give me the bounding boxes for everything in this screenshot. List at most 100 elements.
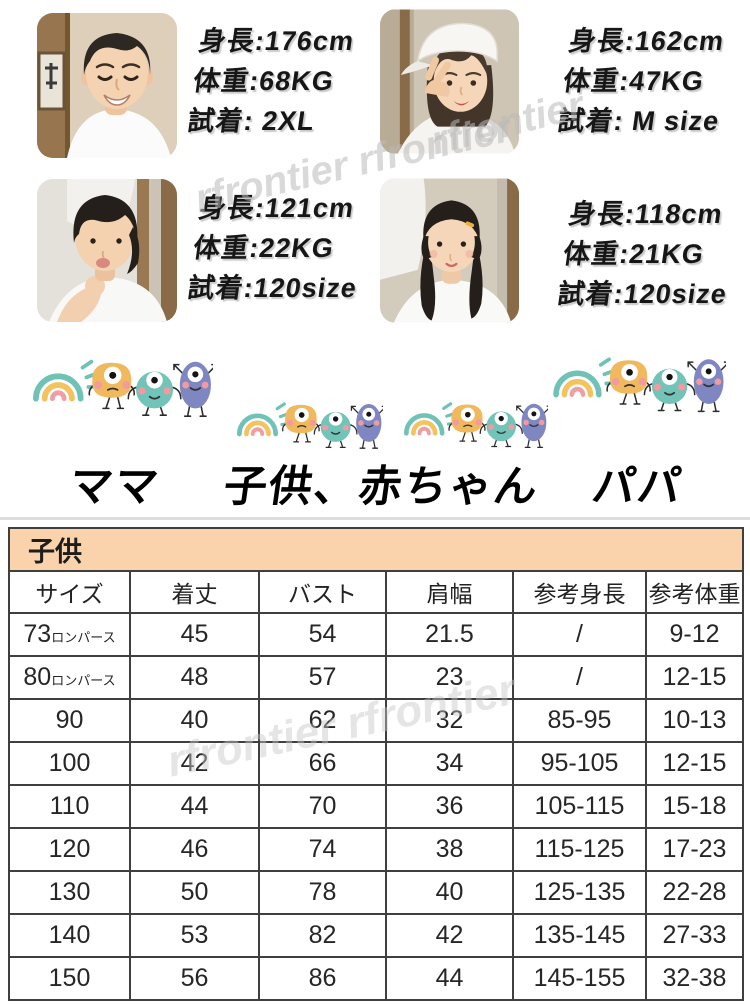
- value-cell: 42: [129, 741, 260, 786]
- man-height: 身長:176cm: [196, 26, 357, 56]
- woman-measurements: 身長:162cm 体重:47KG 試着: M size: [555, 24, 733, 144]
- boy-model-photo: [37, 179, 177, 322]
- kids-size-table: 子供 サイズ 着丈 バスト 肩幅 参考身長 参考体重 73ロンパース 45 54…: [8, 527, 744, 1001]
- value-cell: 135-145: [512, 913, 647, 958]
- value-cell: 27-33: [645, 913, 744, 958]
- header-shoulder: 肩幅: [385, 570, 514, 614]
- group-label-kids-baby: 子供、赤ちゃん: [220, 463, 543, 511]
- table-row: 130 50 78 40 125-135 22-28: [8, 870, 744, 915]
- value-cell: 74: [258, 827, 387, 872]
- girl-weight: 体重:21KG: [561, 239, 707, 269]
- value-cell: 50: [129, 870, 260, 915]
- boy-photo-illustration: [37, 179, 177, 322]
- monsters-rainbow-illustration: [28, 352, 213, 422]
- size-cell-suffix: ロンパース: [51, 673, 116, 688]
- value-cell: 85-95: [512, 698, 647, 743]
- group-label-mama: ママ: [66, 463, 163, 511]
- size-cell-main: 120: [48, 835, 91, 863]
- value-cell: 48: [129, 655, 260, 700]
- table-header-row: サイズ 着丈 バスト 肩幅 参考身長 参考体重: [8, 570, 744, 614]
- value-cell: 115-125: [512, 827, 647, 872]
- size-table: 子供 サイズ 着丈 バスト 肩幅 参考身長 参考体重 73ロンパース 45 54…: [8, 527, 744, 1001]
- value-cell: 17-23: [645, 827, 744, 872]
- table-row: 73ロンパース 45 54 21.5 / 9-12: [8, 612, 744, 657]
- header-bust: バスト: [258, 570, 387, 614]
- value-cell: 66: [258, 741, 387, 786]
- size-cell-main: 110: [49, 792, 90, 820]
- divider-line: [0, 517, 750, 520]
- value-cell: 10-13: [645, 698, 744, 743]
- table-title: 子供: [8, 527, 744, 572]
- woman-photo-illustration: [380, 9, 519, 154]
- girl-measurements: 身長:118cm 体重:21KG 試着:120size: [555, 197, 741, 317]
- man-measurements: 身長:176cm 体重:68KG 試着: 2XL: [185, 24, 357, 144]
- monsters-rainbow-illustration: [400, 396, 548, 452]
- value-cell: 34: [385, 741, 514, 786]
- size-cell: 130: [8, 870, 131, 915]
- man-photo-illustration: [37, 13, 177, 158]
- monsters-rainbow-illustration: [233, 396, 383, 453]
- woman-weight: 体重:47KG: [561, 66, 707, 96]
- value-cell: 12-15: [645, 655, 744, 700]
- value-cell: 86: [258, 956, 387, 1001]
- value-cell: 82: [258, 913, 387, 958]
- value-cell: 44: [129, 784, 260, 829]
- value-cell: 44: [385, 956, 514, 1001]
- size-cell: 110: [8, 784, 131, 829]
- value-cell: 21.5: [385, 612, 514, 657]
- boy-weight: 体重:22KG: [191, 233, 337, 263]
- size-cell-main: 80: [23, 663, 52, 691]
- value-cell: 62: [258, 698, 387, 743]
- value-cell: 42: [385, 913, 514, 958]
- girl-height: 身長:118cm: [566, 199, 725, 229]
- table-title-row: 子供: [8, 527, 744, 572]
- value-cell: 40: [129, 698, 260, 743]
- table-row: 120 46 74 38 115-125 17-23: [8, 827, 744, 872]
- value-cell: 22-28: [645, 870, 744, 915]
- value-cell: 78: [258, 870, 387, 915]
- girl-model-photo: [380, 178, 519, 323]
- woman-size: 試着: M size: [555, 106, 722, 136]
- value-cell: 40: [385, 870, 514, 915]
- value-cell: 32: [385, 698, 514, 743]
- value-cell: 95-105: [512, 741, 647, 786]
- header-ref-weight: 参考体重: [645, 570, 744, 614]
- value-cell: 46: [129, 827, 260, 872]
- girl-size: 試着:120size: [555, 279, 729, 309]
- size-cell-main: 73: [23, 620, 52, 648]
- value-cell: 38: [385, 827, 514, 872]
- value-cell: 125-135: [512, 870, 647, 915]
- value-cell: 45: [129, 612, 260, 657]
- table-row: 90 40 62 32 85-95 10-13: [8, 698, 744, 743]
- man-weight: 体重:68KG: [191, 66, 337, 96]
- size-cell-main: 140: [48, 921, 91, 949]
- woman-height: 身長:162cm: [566, 26, 727, 56]
- size-cell-main: 150: [48, 964, 91, 992]
- size-cell-suffix: ロンパース: [51, 630, 116, 645]
- value-cell: /: [512, 655, 647, 700]
- value-cell: 12-15: [645, 741, 744, 786]
- man-model-photo: [37, 13, 177, 158]
- value-cell: 57: [258, 655, 387, 700]
- table-row: 100 42 66 34 95-105 12-15: [8, 741, 744, 786]
- girl-photo-illustration: [380, 178, 519, 323]
- value-cell: 54: [258, 612, 387, 657]
- boy-measurements: 身長:121cm 体重:22KG 試着:120size: [185, 191, 371, 311]
- value-cell: 15-18: [645, 784, 744, 829]
- size-cell: 80ロンパース: [8, 655, 131, 700]
- value-cell: 23: [385, 655, 514, 700]
- size-table-body: 73ロンパース 45 54 21.5 / 9-12 80ロンパース 48 57 …: [8, 612, 744, 1001]
- size-cell: 150: [8, 956, 131, 1001]
- header-length: 着丈: [129, 570, 260, 614]
- value-cell: 53: [129, 913, 260, 958]
- value-cell: 145-155: [512, 956, 647, 1001]
- size-cell: 90: [8, 698, 131, 743]
- woman-model-photo: [380, 9, 519, 154]
- header-ref-height: 参考身長: [512, 570, 647, 614]
- size-cell-main: 100: [48, 749, 91, 777]
- table-row: 80ロンパース 48 57 23 / 12-15: [8, 655, 744, 700]
- header-size: サイズ: [8, 570, 131, 614]
- value-cell: 56: [129, 956, 260, 1001]
- size-cell: 120: [8, 827, 131, 872]
